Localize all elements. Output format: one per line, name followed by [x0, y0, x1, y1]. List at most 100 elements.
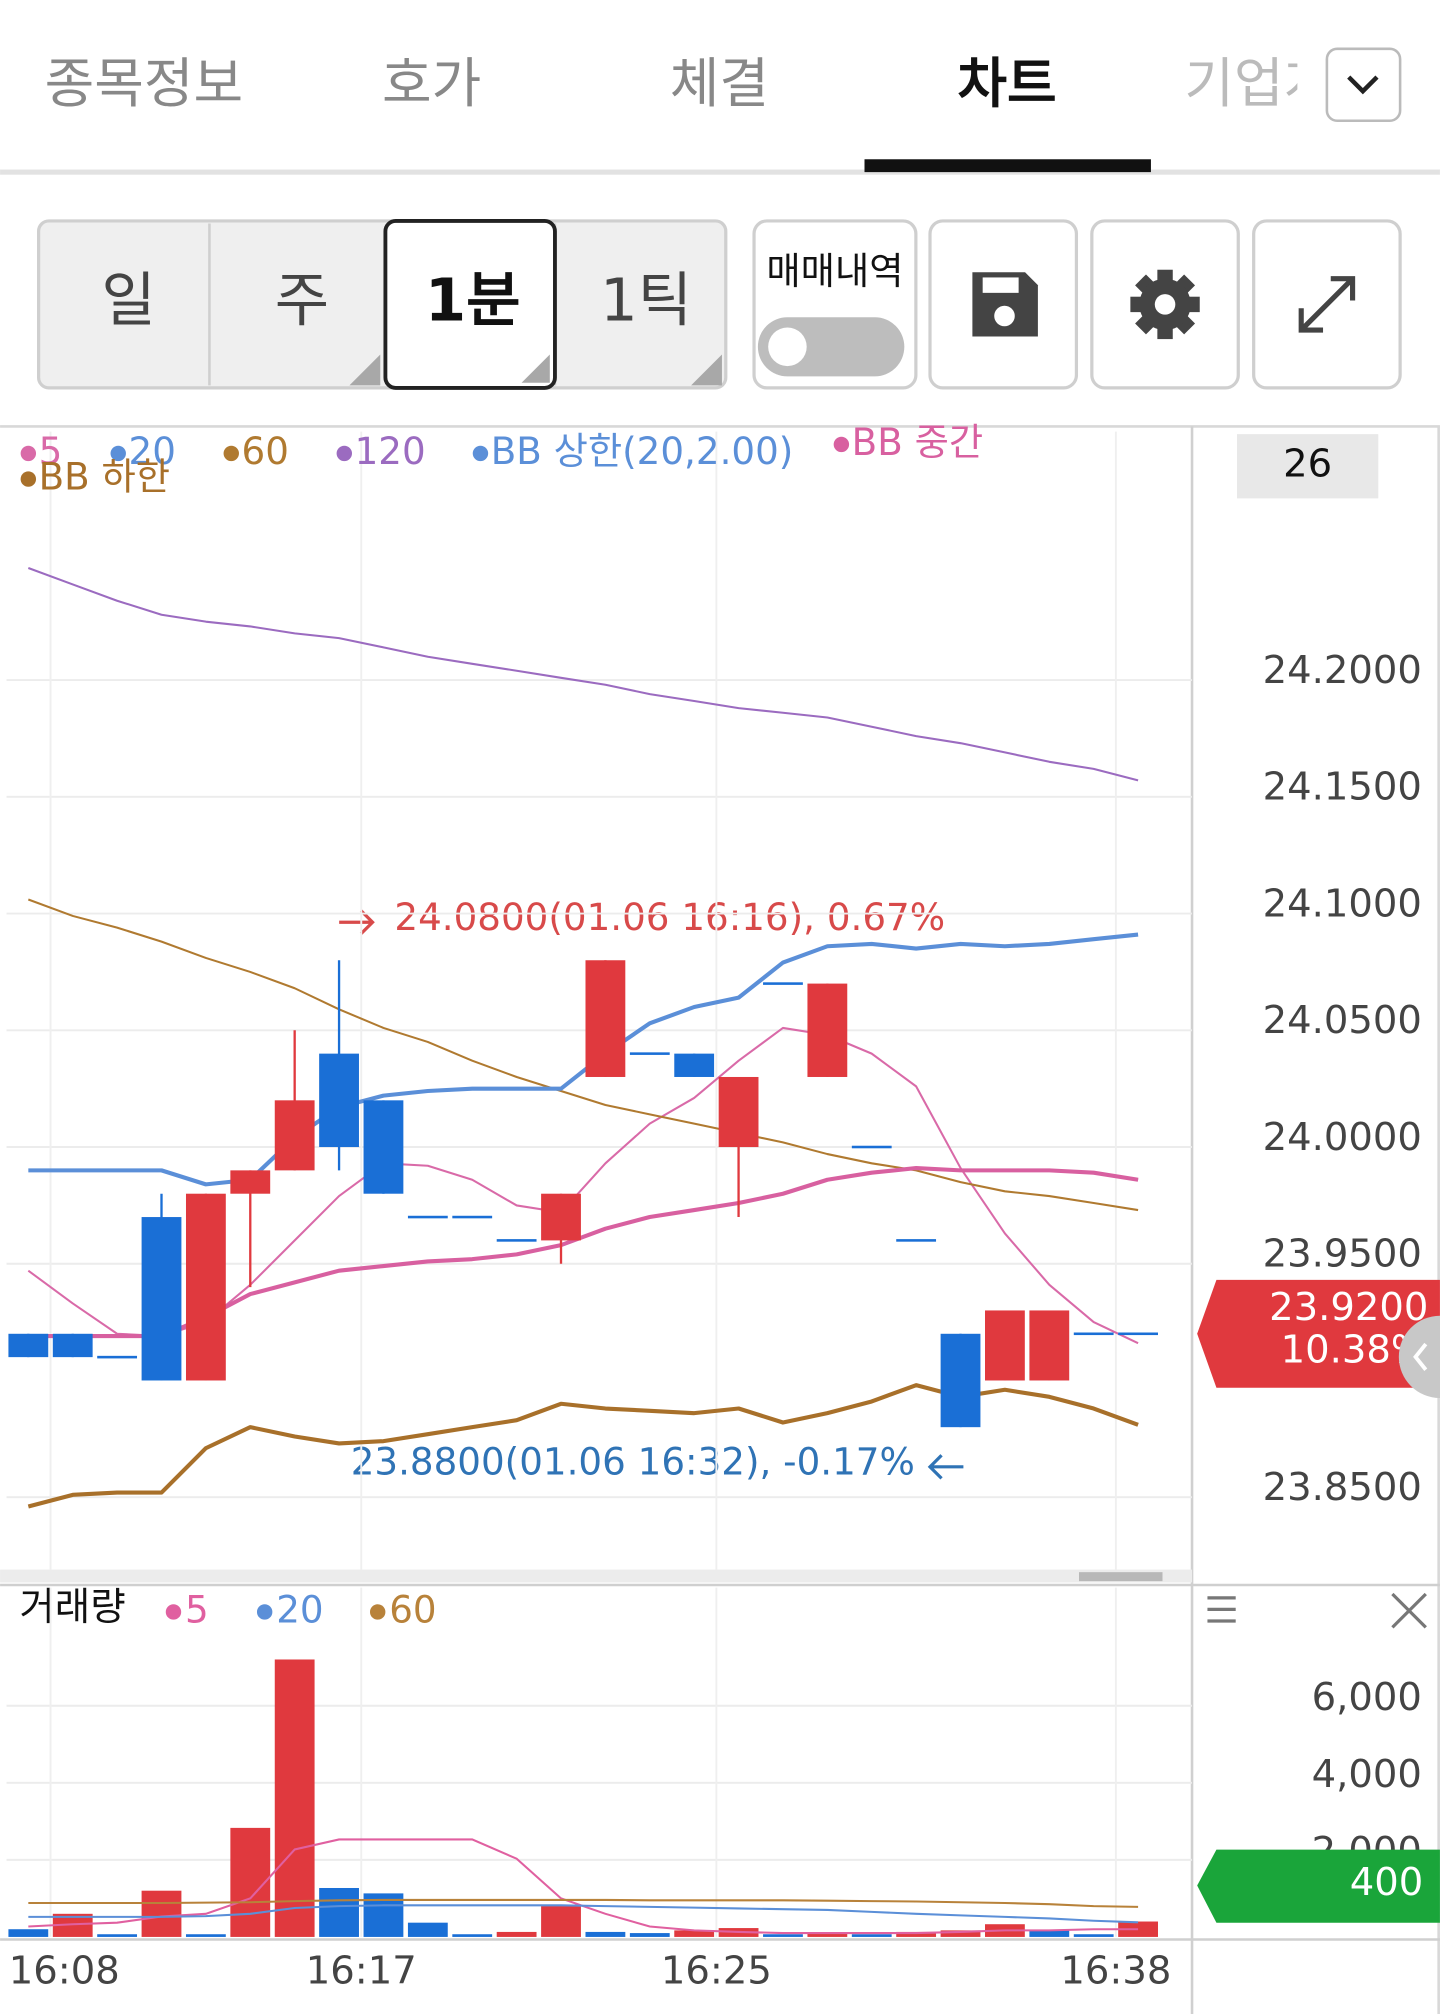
- save-icon: [982, 277, 1019, 293]
- volume-bar: [407, 1922, 448, 1937]
- period-button[interactable]: 주: [275, 266, 329, 335]
- x-tick-label: 16:17: [306, 1948, 417, 1993]
- volume-bar: [541, 1906, 581, 1937]
- value-tag-label: 400: [1350, 1860, 1424, 1905]
- legend-label: 60: [389, 1587, 436, 1631]
- menu-icon[interactable]: [1207, 1596, 1236, 1623]
- value-tag: [1197, 1849, 1440, 1923]
- legend-dot: [336, 445, 353, 462]
- volume-ma-line: [28, 1904, 1139, 1924]
- y-tick-label: 24.1000: [1263, 881, 1422, 926]
- candle-body: [896, 1239, 937, 1242]
- period-button[interactable]: 일: [101, 266, 155, 335]
- volume-ma-line: [28, 1898, 1139, 1908]
- volume-bar: [1029, 1930, 1070, 1937]
- save-icon: [994, 305, 1015, 327]
- candle-body: [452, 1215, 493, 1219]
- volume-bar: [763, 1934, 803, 1937]
- volume-bar: [185, 1934, 226, 1937]
- tab-dropdown[interactable]: [1325, 47, 1402, 123]
- candle-body: [319, 1053, 359, 1148]
- tab-underline: [864, 159, 1151, 173]
- legend-label: 60: [242, 429, 289, 473]
- scrollbar[interactable]: [0, 1569, 1193, 1583]
- volume-bar: [97, 1934, 138, 1937]
- legend-dot: [369, 1604, 386, 1620]
- y-tick-label: 6,000: [1312, 1675, 1422, 1720]
- legend-dot: [833, 436, 850, 453]
- corner-mark: [521, 354, 550, 383]
- legend-label: 20: [276, 1587, 323, 1631]
- y-tick-label: 24.1500: [1263, 765, 1422, 810]
- tab-selected[interactable]: 차트: [957, 52, 1056, 115]
- tab-separator: [0, 169, 1440, 175]
- legend-label: BB 중간: [852, 420, 983, 464]
- close-icon[interactable]: [1391, 1592, 1427, 1629]
- x-tick-label: 16:08: [9, 1948, 120, 1993]
- candle-body: [1118, 1332, 1158, 1336]
- ma-line: [27, 898, 1139, 1212]
- y-tick-label: 23.8500: [1263, 1465, 1422, 1510]
- price-tag-label: 23.9200: [1269, 1285, 1428, 1330]
- legend-label: 5: [185, 1587, 209, 1631]
- visible-count: 26: [1283, 442, 1332, 487]
- candle-body: [185, 1193, 226, 1381]
- scroll-handle[interactable]: [1398, 1315, 1440, 1398]
- period-selected[interactable]: [383, 218, 557, 390]
- volume-bar: [1073, 1934, 1114, 1937]
- period-button[interactable]: 1틱: [600, 266, 692, 335]
- volume-bar: [585, 1931, 626, 1937]
- volume-bar: [807, 1933, 848, 1937]
- y-tick-label: 24.0000: [1263, 1115, 1422, 1160]
- tab[interactable]: 호가: [382, 52, 481, 115]
- high-annotation: 24.0800(01.06 16:16), 0.67%: [394, 895, 945, 939]
- candle-body: [407, 1215, 448, 1219]
- candle-body: [8, 1333, 49, 1358]
- candle-body: [851, 1145, 892, 1149]
- count-box: [1236, 434, 1379, 499]
- volume-ma-line: [28, 1838, 1139, 1935]
- arrow-right: [339, 909, 375, 935]
- chevron-icon: [1413, 1342, 1428, 1371]
- candle-body: [940, 1333, 981, 1428]
- legend-label: 5: [39, 429, 63, 473]
- y-tick-label: 23.9500: [1263, 1232, 1422, 1277]
- candle-body: [97, 1355, 138, 1359]
- candle-body: [274, 1100, 315, 1171]
- corner-mark: [349, 354, 381, 386]
- candle-body: [541, 1193, 581, 1241]
- volume-bar: [896, 1931, 937, 1937]
- legend-dot: [110, 445, 126, 462]
- arrow-left: [927, 1454, 964, 1480]
- candle-body: [629, 1052, 670, 1055]
- candle-body: [585, 960, 626, 1077]
- volume-title: 거래량: [19, 1585, 125, 1630]
- tab[interactable]: 종목정보: [45, 52, 244, 115]
- volume-bar: [141, 1890, 182, 1937]
- tab[interactable]: 체결: [670, 52, 769, 115]
- volume-bar: [851, 1934, 892, 1937]
- legend-dot: [20, 445, 37, 462]
- volume-bar: [8, 1929, 49, 1937]
- candle-body: [763, 982, 803, 985]
- scroll-thumb[interactable]: [1079, 1572, 1163, 1582]
- candle-body: [718, 1076, 759, 1148]
- ma-line: [28, 932, 1139, 1187]
- low-annotation: 23.8800(01.06 16:32), -0.17%: [351, 1440, 915, 1484]
- volume-bar: [319, 1887, 359, 1937]
- legend-dot: [223, 445, 239, 462]
- legend-dot: [256, 1604, 273, 1620]
- chevron-icon: [1347, 75, 1379, 95]
- x-tick-label: 16:38: [1060, 1948, 1171, 1993]
- y-tick-label: 24.0500: [1263, 998, 1422, 1043]
- y-tick-label: 24.2000: [1263, 648, 1422, 693]
- volume-bar: [940, 1930, 981, 1937]
- volume-bar: [274, 1659, 315, 1937]
- candle-body: [674, 1053, 715, 1077]
- candle-body: [807, 983, 848, 1077]
- legend-label: 20: [129, 429, 176, 473]
- period-button[interactable]: 1분: [425, 266, 520, 335]
- gear-icon: [1130, 269, 1200, 340]
